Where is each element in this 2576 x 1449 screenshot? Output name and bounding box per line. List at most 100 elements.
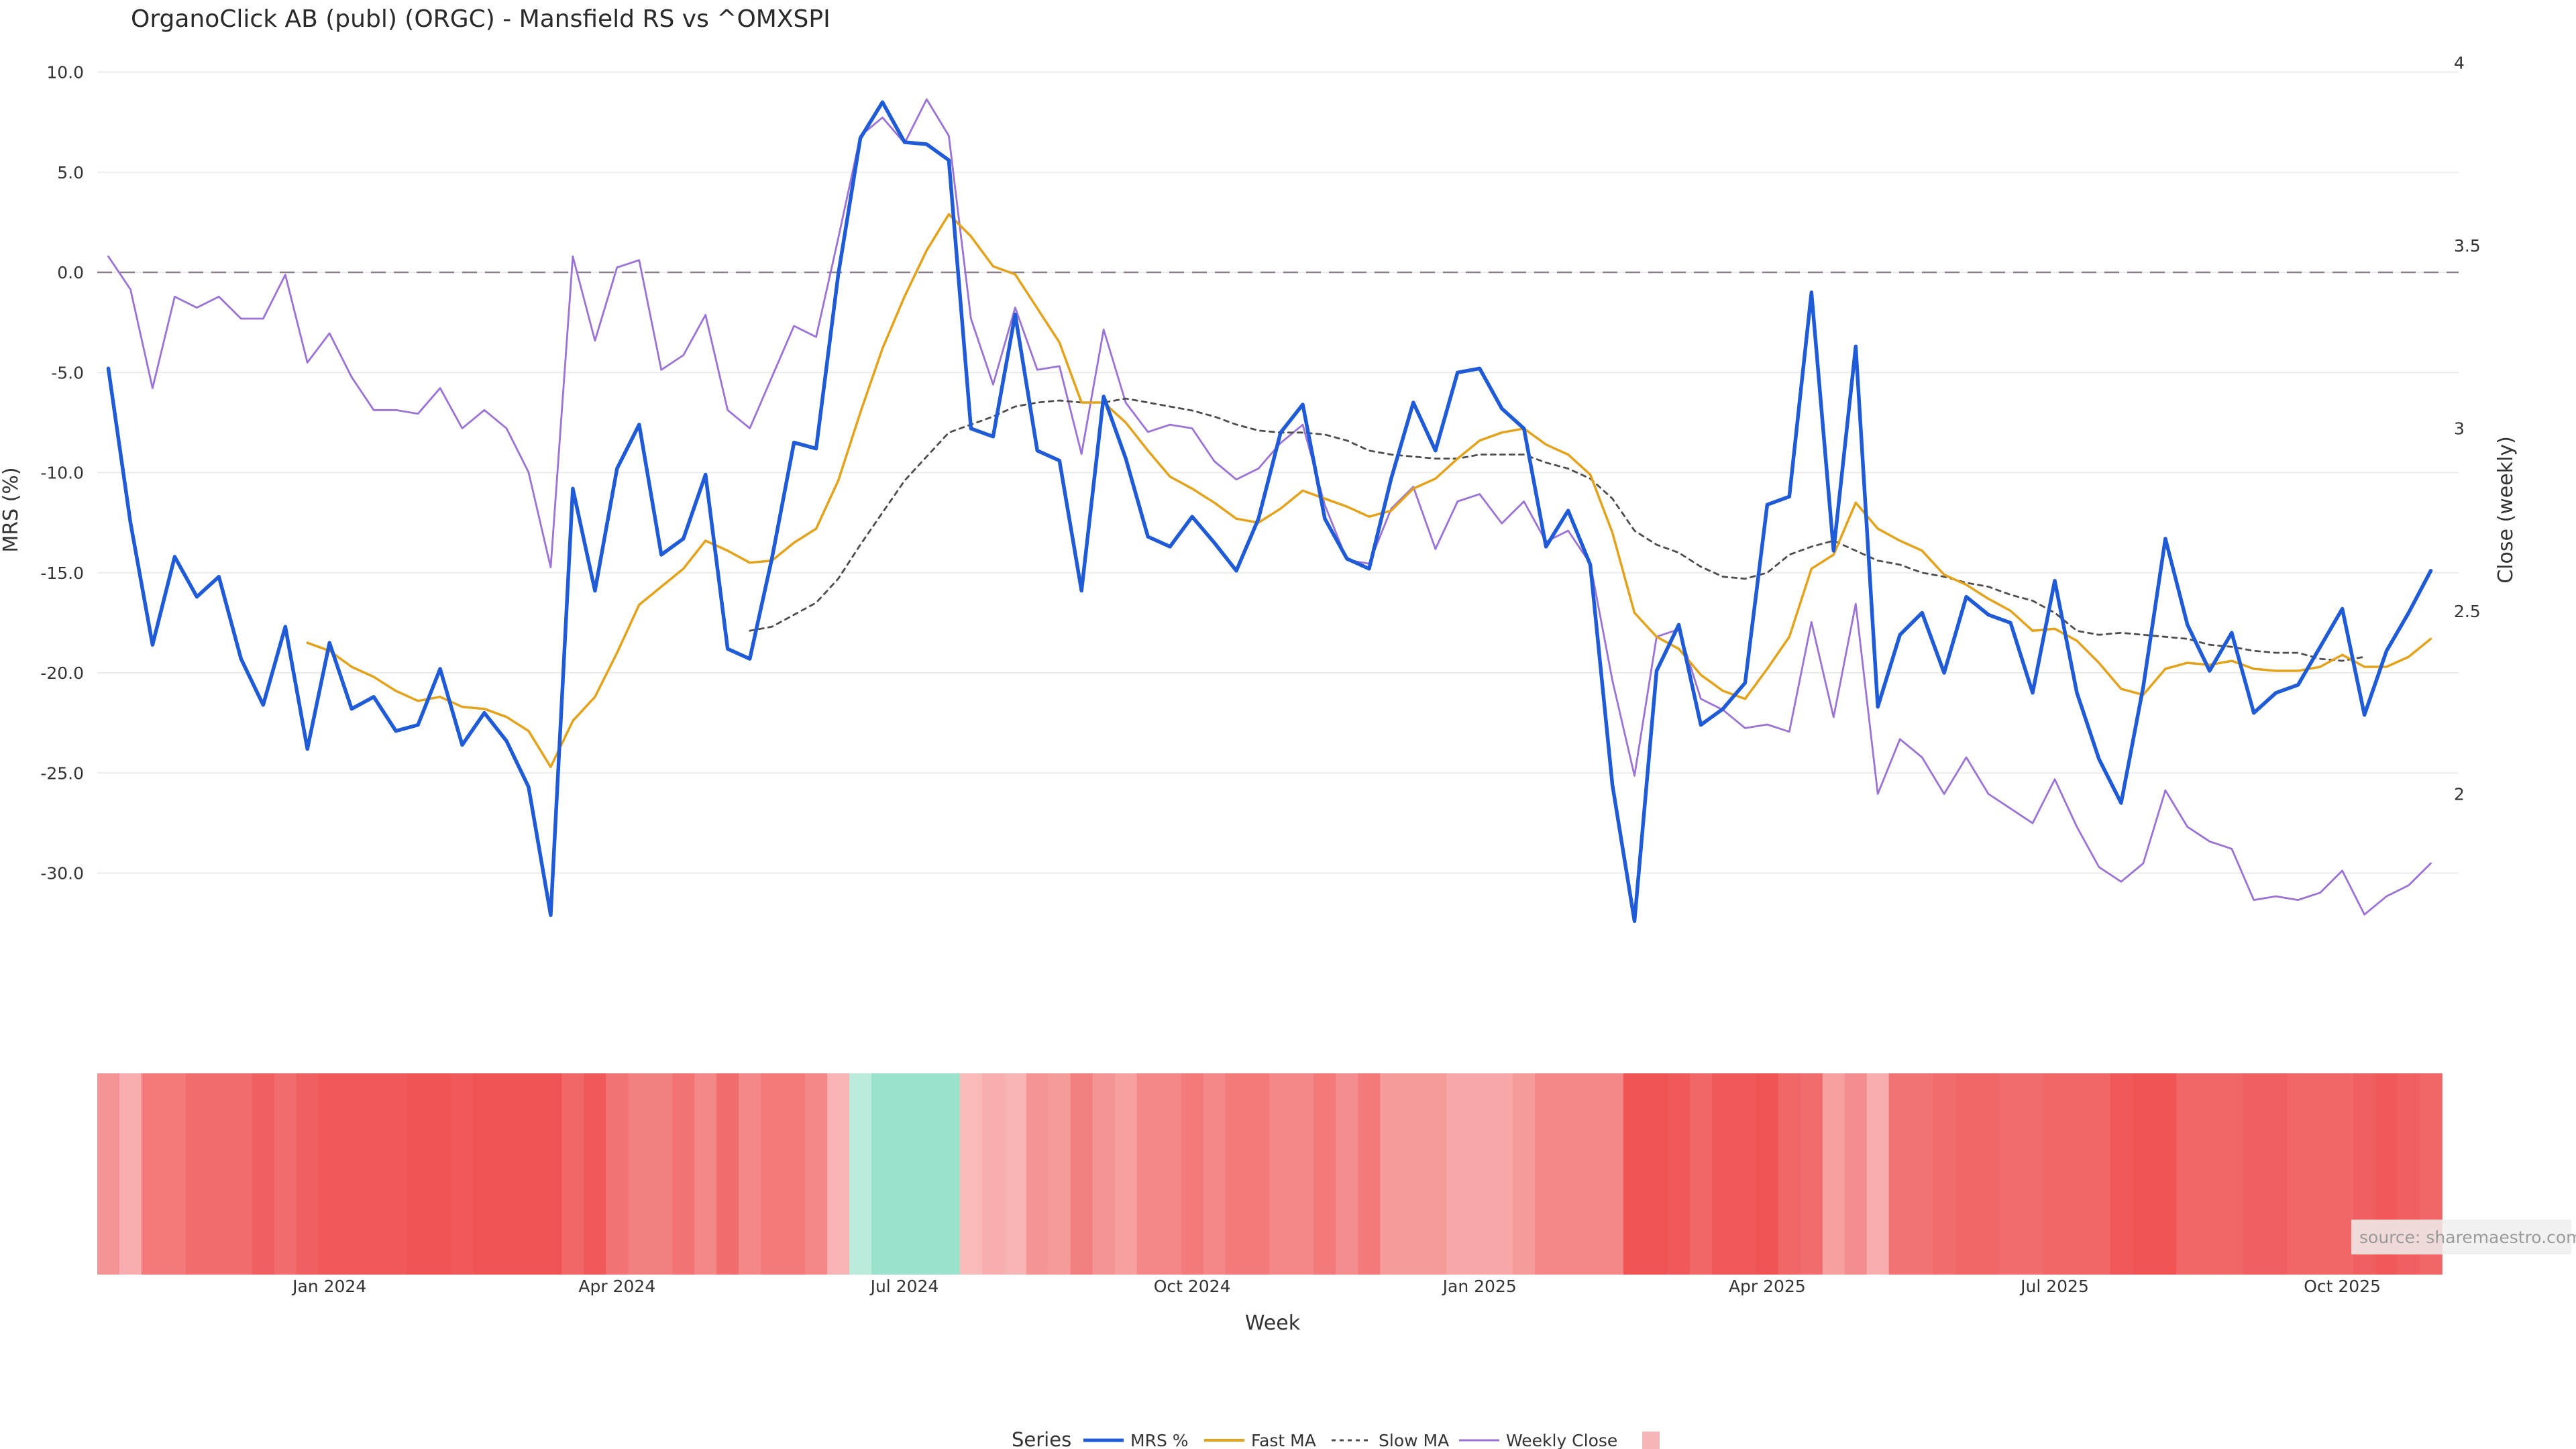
heatstrip-cell <box>827 1073 850 1275</box>
heatstrip-cell <box>2265 1073 2288 1275</box>
gridlines <box>97 71 2459 874</box>
y-tick-label: -20.0 <box>40 663 84 683</box>
heatstrip-cell <box>606 1073 629 1275</box>
x-tick-label: Apr 2024 <box>578 1277 655 1296</box>
y-tick-label: -10.0 <box>40 464 84 483</box>
heatstrip-cell <box>2176 1073 2200 1275</box>
heatstrip-cell <box>207 1073 231 1275</box>
heatstrip-cell <box>2220 1073 2244 1275</box>
heatstrip-cell <box>1136 1073 1160 1275</box>
heatstrip-cell <box>1424 1073 1448 1275</box>
heatstrip-cell <box>783 1073 806 1275</box>
y2-axis-ticks: 4 3.5 3 2.5 2 <box>2454 54 2481 804</box>
y2-axis-title: Close (weekly) <box>2494 436 2518 584</box>
heatstrip-cell <box>1491 1073 1513 1275</box>
heatstrip-cell <box>628 1073 651 1275</box>
legend: Series MRS % Fast MA Slow MA Weekly Close <box>1012 1428 1660 1449</box>
heatstrip-cell <box>252 1073 275 1275</box>
heatstrip-cell <box>2309 1073 2332 1275</box>
heatstrip-cell <box>1513 1073 1536 1275</box>
y2-tick-label: 2 <box>2454 785 2465 804</box>
heatstrip-cell <box>1181 1073 1204 1275</box>
series-line-weekly-close <box>107 98 2432 916</box>
heatstrip-cell <box>1114 1073 1138 1275</box>
heatstrip-cell <box>517 1073 541 1275</box>
heatstrip-cell <box>1358 1073 1381 1275</box>
legend-label: Fast MA <box>1251 1431 1316 1449</box>
y2-tick-label: 2.5 <box>2454 602 2481 621</box>
heatstrip-cell <box>1579 1073 1602 1275</box>
heatstrip-cell <box>163 1073 186 1275</box>
legend-item-heatstrip[interactable] <box>1642 1432 1660 1449</box>
y2-tick-label: 4 <box>2454 54 2465 73</box>
heatstrip-cell <box>1977 1073 2000 1275</box>
heatstrip-cell <box>716 1073 739 1275</box>
heatstrip-cell <box>916 1073 938 1275</box>
heatstrip-cell <box>1225 1073 1248 1275</box>
heatstrip-cell <box>871 1073 894 1275</box>
heatstrip-cell <box>2043 1073 2067 1275</box>
x-tick-label: Oct 2024 <box>1154 1277 1231 1296</box>
heatstrip-cell <box>2198 1073 2222 1275</box>
heatstrip-cell <box>2088 1073 2111 1275</box>
y-tick-label: 10.0 <box>46 63 84 83</box>
heatstrip-cell <box>407 1073 430 1275</box>
heatstrip-cell <box>1402 1073 1426 1275</box>
heatstrip-cell <box>340 1073 364 1275</box>
heatstrip-cell <box>650 1073 674 1275</box>
heatstrip-cell <box>849 1073 872 1275</box>
y2-tick-label: 3 <box>2454 419 2465 439</box>
heatstrip-cell <box>539 1073 563 1275</box>
heatstrip-cell <box>451 1073 474 1275</box>
heatstrip-cell <box>1026 1073 1049 1275</box>
y-tick-label: 5.0 <box>57 163 84 182</box>
y2-tick-label: 3.5 <box>2454 236 2481 256</box>
x-tick-label: Jan 2024 <box>291 1277 366 1296</box>
heatstrip-cell <box>1911 1073 1934 1275</box>
heatstrip-cell <box>1668 1073 1690 1275</box>
heatstrip-cell <box>1756 1073 1779 1275</box>
heatstrip-cell <box>1048 1073 1071 1275</box>
heatstrip-cell <box>1269 1073 1293 1275</box>
heatstrip-cell <box>1933 1073 1956 1275</box>
heatstrip-cell <box>1070 1073 1093 1275</box>
y-tick-label: -15.0 <box>40 564 84 583</box>
y-tick-label: -5.0 <box>51 363 84 382</box>
heatstrip-cell <box>1004 1073 1027 1275</box>
heatstrip-cell <box>1446 1073 1470 1275</box>
heatstrip <box>97 1073 2443 1275</box>
heatstrip-cell <box>1800 1073 1823 1275</box>
heatstrip-cell <box>805 1073 828 1275</box>
heatstrip-cell <box>2065 1073 2089 1275</box>
heatstrip-cell <box>495 1073 519 1275</box>
heatstrip-cell <box>1822 1073 1845 1275</box>
heatstrip-cell <box>2154 1073 2178 1275</box>
heatstrip-cell <box>1623 1073 1646 1275</box>
heatstrip-cell <box>2021 1073 2045 1275</box>
heatstrip-cell <box>1690 1073 1713 1275</box>
heatstrip-cell <box>561 1073 585 1275</box>
heatstrip-cell <box>1468 1073 1491 1275</box>
legend-item-weekly-close[interactable]: Weekly Close <box>1459 1431 1617 1449</box>
heatstrip-cell <box>1888 1073 1912 1275</box>
legend-item-slow-ma[interactable]: Slow MA <box>1332 1431 1449 1449</box>
heatstrip-cell <box>384 1073 408 1275</box>
heatstrip-cell <box>2132 1073 2155 1275</box>
heatstrip-cell <box>2287 1073 2310 1275</box>
heatstrip-cell <box>473 1073 496 1275</box>
heatstrip-cell <box>1092 1073 1116 1275</box>
heatstrip-cell <box>1955 1073 1978 1275</box>
y-tick-label: -30.0 <box>40 864 84 883</box>
legend-item-mrs[interactable]: MRS % <box>1083 1431 1189 1449</box>
heatstrip-cell <box>937 1073 961 1275</box>
series-lines <box>106 98 2433 923</box>
chart-title: OrganoClick AB (publ) (ORGC) - Mansfield… <box>131 5 830 33</box>
heatstrip-cell <box>739 1073 761 1275</box>
y-axis-title: MRS (%) <box>0 467 23 552</box>
heatstrip-cell <box>119 1073 142 1275</box>
legend-item-fast-ma[interactable]: Fast MA <box>1204 1431 1316 1449</box>
heatstrip-cell <box>1733 1073 1757 1275</box>
heatstrip-cell <box>1557 1073 1580 1275</box>
heatstrip-cell <box>584 1073 607 1275</box>
